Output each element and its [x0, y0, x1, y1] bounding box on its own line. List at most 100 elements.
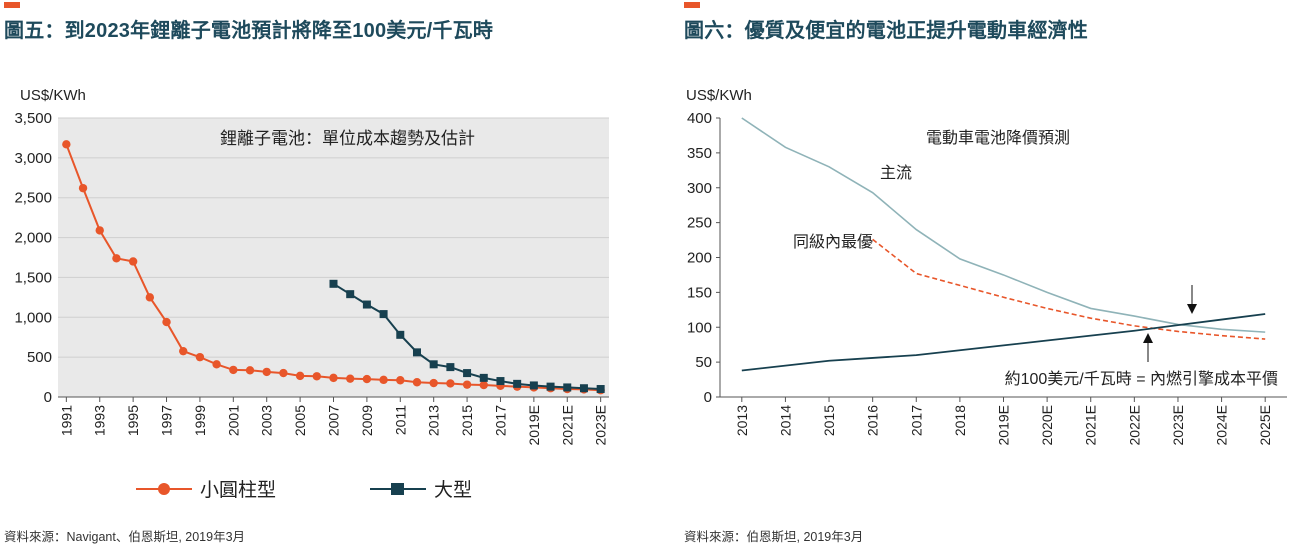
series-line-ice-parity [741, 313, 1266, 372]
data-point [329, 279, 338, 288]
x-tick-label: 2003 [259, 405, 275, 436]
data-point [128, 257, 138, 266]
legend-marker [391, 483, 404, 495]
y-tick-label: 3,000 [14, 150, 52, 167]
x-tick-label: 2005 [292, 405, 308, 436]
x-tick-label: 2011 [392, 405, 408, 435]
data-point [295, 371, 305, 381]
data-point [112, 254, 121, 263]
x-tick-label: 1993 [92, 405, 108, 436]
accent-bar [4, 2, 20, 8]
figure-5-chart: 0 500 1,000 1,500 2,000 2,500 3,000 3,500 US$/KW… [14, 87, 609, 501]
legend-label: 小圓柱型 [200, 479, 276, 501]
x-tick-label: 1991 [58, 405, 74, 436]
data-point [312, 372, 322, 381]
data-point [279, 368, 288, 378]
y-tick-label: 0 [704, 389, 712, 406]
x-tick-label: 2023E [1170, 405, 1186, 445]
data-point [546, 382, 555, 391]
data-point [596, 385, 605, 394]
legend-label: 大型 [434, 479, 472, 501]
figure-5-source: 資料來源：Navigant、伯恩斯坦, 2019年3月 [4, 530, 246, 544]
series-line-mainstream [741, 117, 1266, 333]
data-point [412, 378, 422, 387]
data-point [379, 310, 388, 319]
annotation-parity: 約100美元/千瓦時 = 內燃引擎成本平價 [1005, 370, 1278, 388]
arrow-up-head [1143, 333, 1153, 343]
x-tick-label: 2016 [865, 405, 881, 436]
x-tick-label: 2019E [996, 405, 1012, 445]
y-tick-label: 200 [687, 250, 712, 267]
y-tick-label: 2,000 [14, 230, 52, 247]
x-tick-label: 1997 [159, 405, 175, 436]
chart-title: 電動車電池降價預測 [926, 129, 1070, 147]
data-point [462, 380, 472, 389]
data-point [513, 379, 522, 388]
x-tick-label: 2023E [593, 405, 609, 445]
y-tick-label: 50 [695, 354, 712, 371]
y-axis-label: US$/KWh [686, 87, 752, 104]
x-tick-label: 2013 [426, 405, 442, 436]
x-tick-label: 2007 [326, 405, 342, 436]
x-tick-label: 2015 [821, 405, 837, 436]
x-tick-label: 2024E [1214, 405, 1230, 445]
y-tick-label: 150 [687, 284, 712, 301]
x-tick-label: 2021E [1083, 405, 1099, 445]
data-point [345, 374, 355, 383]
x-tick-label: 2017 [908, 405, 924, 436]
figure-6-chart: 0 50 100 150 200 250 300 350 400 US$/KWh 電動車電池降價預測… [686, 87, 1287, 445]
x-tick-label: 2019E [526, 405, 542, 445]
x-tick-label: 2018 [952, 405, 968, 436]
y-tick-label: 2,500 [14, 190, 52, 207]
data-point [145, 293, 155, 302]
data-point [396, 330, 405, 339]
chart-title: 鋰離子電池：單位成本趨勢及估計 [220, 129, 475, 148]
y-tick-label: 250 [687, 215, 712, 232]
y-axis-label: US$/KWh [20, 87, 86, 104]
x-tick-label: 2025E [1257, 405, 1273, 445]
data-point [429, 378, 438, 388]
x-tick-label: 1999 [192, 405, 208, 436]
figure-5-title: 圖五：到2023年鋰離子電池預計將降至100美元/千瓦時 [4, 20, 494, 42]
data-point [429, 360, 438, 369]
data-point [229, 365, 238, 375]
data-point [396, 376, 405, 385]
data-point [412, 348, 421, 357]
y-tick-label: 300 [687, 180, 712, 197]
arrow-down-head [1187, 304, 1197, 314]
y-tick-label: 400 [687, 110, 712, 127]
data-point [362, 300, 371, 309]
data-point [329, 373, 338, 383]
y-tick-label: 0 [44, 389, 52, 406]
x-tick-label: 2022E [1126, 405, 1142, 445]
data-point [195, 352, 205, 362]
data-point [496, 377, 505, 386]
series-label-mainstream: 主流 [880, 164, 912, 182]
x-tick-label: 2020E [1039, 405, 1055, 445]
data-point [479, 373, 488, 382]
data-point [346, 290, 355, 299]
plot-area [58, 118, 609, 397]
data-point [446, 379, 455, 388]
data-point [479, 380, 488, 390]
data-point [529, 381, 538, 390]
data-point [262, 367, 271, 377]
data-point [463, 369, 472, 378]
x-tick-label: 2001 [225, 405, 241, 436]
y-tick-label: 350 [687, 145, 712, 162]
data-point [379, 375, 388, 385]
x-tick-label: 2015 [459, 405, 475, 436]
x-tick-label: 2009 [359, 405, 375, 436]
figure-6-title: 圖六：優質及便宜的電池正提升電動車經濟性 [684, 20, 1088, 42]
data-point [446, 363, 455, 372]
x-tick-label: 1995 [125, 405, 141, 436]
figure-5-panel: 圖五：到2023年鋰離子電池預計將降至100美元/千瓦時 0 500 1,000 1,… [0, 0, 640, 551]
y-tick-label: 500 [27, 349, 52, 366]
data-point [95, 226, 104, 235]
x-tick-label: 2013 [734, 405, 750, 436]
figure-6-panel: 圖六：優質及便宜的電池正提升電動車經濟性 0 50 100 150 200 250 300 3… [680, 0, 1295, 551]
data-point [162, 317, 171, 327]
x-tick-label: 2021E [559, 405, 575, 445]
data-point [563, 383, 572, 392]
legend-marker [158, 483, 170, 495]
